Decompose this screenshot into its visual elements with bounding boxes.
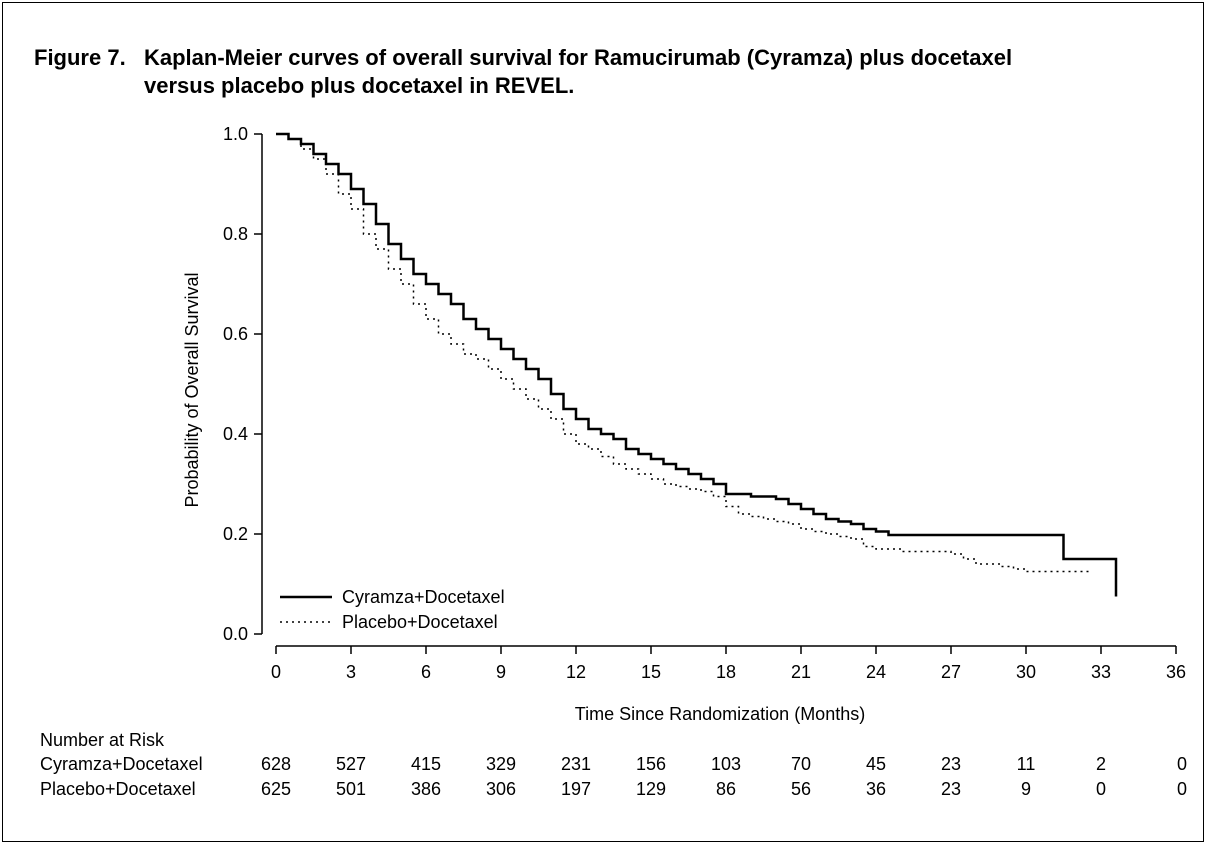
- x-axis-label: Time Since Randomization (Months): [575, 704, 865, 724]
- risk-row-label: Cyramza+Docetaxel: [40, 754, 203, 774]
- x-tick-label: 6: [421, 662, 431, 682]
- risk-cell: 36: [866, 779, 886, 799]
- x-tick-label: 24: [866, 662, 886, 682]
- risk-cell: 23: [941, 754, 961, 774]
- x-tick-label: 0: [271, 662, 281, 682]
- risk-cell: 86: [716, 779, 736, 799]
- risk-cell: 0: [1177, 754, 1187, 774]
- risk-cell: 103: [711, 754, 741, 774]
- survival-curve-1: [276, 132, 1118, 597]
- figure-title-line1: Kaplan-Meier curves of overall survival …: [144, 45, 1013, 70]
- figure-label: Figure 7.: [34, 45, 126, 70]
- y-axis-label: Probability of Overall Survival: [182, 272, 202, 507]
- x-tick-label: 18: [716, 662, 736, 682]
- figure-title-line2: versus placebo plus docetaxel in REVEL.: [144, 73, 575, 98]
- x-tick-label: 3: [346, 662, 356, 682]
- y-tick-label: 0.0: [223, 624, 248, 644]
- legend-label-2: Placebo+Docetaxel: [342, 612, 498, 632]
- risk-cell: 386: [411, 779, 441, 799]
- risk-cell: 625: [261, 779, 291, 799]
- y-tick-label: 0.6: [223, 324, 248, 344]
- x-tick-label: 30: [1016, 662, 1036, 682]
- risk-row-label: Placebo+Docetaxel: [40, 779, 196, 799]
- risk-table-heading: Number at Risk: [40, 730, 165, 750]
- chart-axes: 0 3 6 9 12 15 18 21 24 27 30 33 360.00.20.40.60.81.0: [223, 124, 1186, 682]
- risk-cell: 70: [791, 754, 811, 774]
- risk-cell: 329: [486, 754, 516, 774]
- chart-axis-labels: Time Since Randomization (Months) Probab…: [182, 272, 865, 724]
- x-tick-label: 36: [1166, 662, 1186, 682]
- legend-label-1: Cyramza+Docetaxel: [342, 587, 505, 607]
- risk-cell: 23: [941, 779, 961, 799]
- y-tick-label: 1.0: [223, 124, 248, 144]
- risk-cell: 45: [866, 754, 886, 774]
- risk-cell: 56: [791, 779, 811, 799]
- survival-curve-2: [276, 133, 1089, 573]
- y-tick-label: 0.4: [223, 424, 248, 444]
- x-tick-label: 33: [1091, 662, 1111, 682]
- figure-title: Figure 7. Kaplan-Meier curves of overall …: [34, 44, 1184, 100]
- risk-cell: 129: [636, 779, 666, 799]
- risk-cell: 9: [1021, 779, 1031, 799]
- risk-cell: 2: [1096, 754, 1106, 774]
- y-tick-label: 0.8: [223, 224, 248, 244]
- x-tick-label: 9: [496, 662, 506, 682]
- risk-cell: 11: [1017, 754, 1036, 774]
- x-tick-label: 15: [641, 662, 661, 682]
- risk-cell: 415: [411, 754, 441, 774]
- y-tick-label: 0.2: [223, 524, 248, 544]
- risk-table: Number at Risk Cyramza+Docetaxel 628 527 41…: [40, 730, 1187, 799]
- risk-cell: 527: [336, 754, 366, 774]
- x-tick-label: 12: [566, 662, 586, 682]
- x-tick-label: 27: [941, 662, 961, 682]
- x-tick-label: 21: [791, 662, 811, 682]
- risk-cell: 0: [1096, 779, 1106, 799]
- chart-curves: [276, 132, 1118, 597]
- risk-cell: 156: [636, 754, 666, 774]
- risk-cell: 231: [561, 754, 591, 774]
- risk-cell: 197: [561, 779, 591, 799]
- risk-cell: 628: [261, 754, 291, 774]
- chart-legend: Cyramza+Docetaxel Placebo+Docetaxel: [280, 587, 505, 632]
- risk-cell: 0: [1177, 779, 1187, 799]
- risk-cell: 501: [336, 779, 366, 799]
- risk-cell: 306: [486, 779, 516, 799]
